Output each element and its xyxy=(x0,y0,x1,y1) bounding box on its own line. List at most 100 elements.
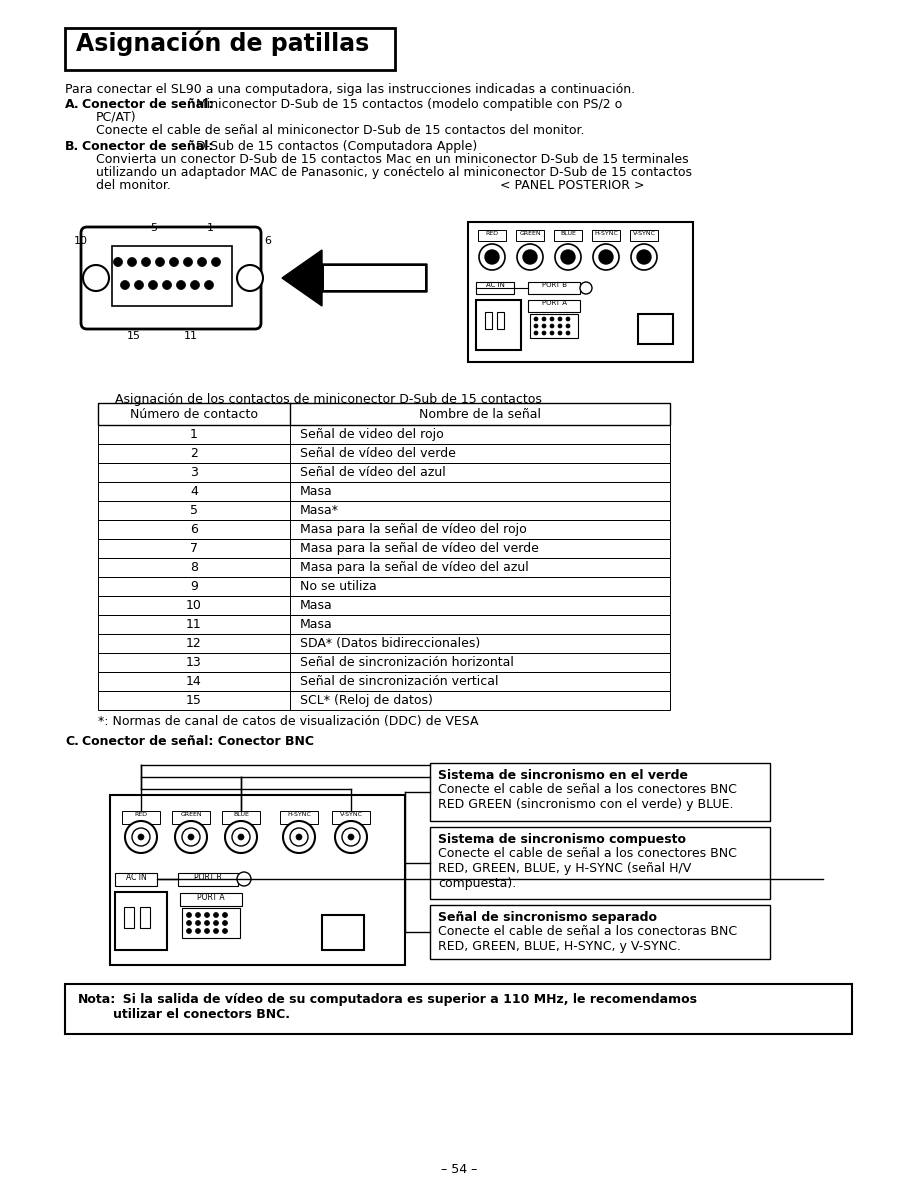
Circle shape xyxy=(637,249,651,264)
Circle shape xyxy=(196,921,200,925)
Polygon shape xyxy=(282,249,427,307)
Text: Conector de señal:: Conector de señal: xyxy=(82,97,213,110)
Circle shape xyxy=(175,821,207,853)
Text: Nota:: Nota: xyxy=(78,993,117,1006)
Text: No se utiliza: No se utiliza xyxy=(300,580,376,593)
Text: 11: 11 xyxy=(184,331,198,341)
Circle shape xyxy=(542,324,546,328)
Text: Para conectar el SL90 a una computadora, siga las instrucciones indicadas a cont: Para conectar el SL90 a una computadora,… xyxy=(65,83,635,96)
Bar xyxy=(98,653,670,672)
Circle shape xyxy=(205,921,209,925)
Bar xyxy=(516,230,544,241)
Text: BLUE: BLUE xyxy=(560,230,576,236)
Text: Señal de vídeo del verde: Señal de vídeo del verde xyxy=(300,447,456,460)
Circle shape xyxy=(214,921,218,925)
Bar xyxy=(98,691,670,710)
Text: 7: 7 xyxy=(190,542,198,555)
Bar xyxy=(528,282,580,293)
Circle shape xyxy=(114,258,122,266)
Circle shape xyxy=(296,834,302,840)
Bar xyxy=(98,615,670,634)
Text: Convierta un conector D-Sub de 15 contactos Mac en un miniconector D-Sub de 15 t: Convierta un conector D-Sub de 15 contac… xyxy=(96,153,688,166)
Text: Conector de señal:: Conector de señal: xyxy=(82,140,213,153)
Circle shape xyxy=(550,324,554,328)
Circle shape xyxy=(222,929,228,934)
Text: RED: RED xyxy=(486,230,498,236)
Circle shape xyxy=(186,912,192,917)
Circle shape xyxy=(225,821,257,853)
Bar xyxy=(478,230,506,241)
Bar xyxy=(476,282,514,293)
Circle shape xyxy=(550,317,554,321)
Bar xyxy=(592,230,620,241)
Circle shape xyxy=(120,280,129,290)
Text: 10: 10 xyxy=(186,599,202,612)
Bar xyxy=(98,539,670,558)
Text: Conector de señal: Conector BNC: Conector de señal: Conector BNC xyxy=(82,735,314,748)
Circle shape xyxy=(170,258,178,266)
Text: Conecte el cable de señal a los conectores BNC
RED GREEN (sincronismo con el ver: Conecte el cable de señal a los conector… xyxy=(438,783,737,811)
Text: Sistema de sincronismo compuesto: Sistema de sincronismo compuesto xyxy=(438,833,686,846)
Circle shape xyxy=(542,317,546,321)
Circle shape xyxy=(542,331,546,335)
Bar xyxy=(98,482,670,501)
Text: 5: 5 xyxy=(190,504,198,517)
Text: RED: RED xyxy=(135,813,148,817)
Circle shape xyxy=(290,828,308,846)
Text: Señal de video del rojo: Señal de video del rojo xyxy=(300,428,443,441)
Text: 15: 15 xyxy=(186,694,202,707)
Circle shape xyxy=(125,821,157,853)
Bar xyxy=(98,444,670,463)
Text: 1: 1 xyxy=(190,428,198,441)
Circle shape xyxy=(162,280,172,290)
Circle shape xyxy=(335,821,367,853)
Text: H-SYNC: H-SYNC xyxy=(287,813,311,817)
Text: Asignación de los contactos de miniconector D-Sub de 15 contactos: Asignación de los contactos de miniconec… xyxy=(115,393,542,406)
Circle shape xyxy=(534,324,538,328)
Circle shape xyxy=(599,249,613,264)
Text: Masa para la señal de vídeo del verde: Masa para la señal de vídeo del verde xyxy=(300,542,539,555)
Bar xyxy=(98,501,670,520)
Bar xyxy=(98,577,670,596)
Circle shape xyxy=(205,929,209,934)
Text: D-Sub de 15 contactos (Computadora Apple): D-Sub de 15 contactos (Computadora Apple… xyxy=(192,140,477,153)
Text: 5: 5 xyxy=(151,223,158,233)
Text: Conecte el cable de señal al miniconector D-Sub de 15 contactos del monitor.: Conecte el cable de señal al miniconecto… xyxy=(96,124,585,137)
Circle shape xyxy=(534,317,538,321)
Bar xyxy=(115,892,167,950)
Text: 1: 1 xyxy=(207,223,214,233)
Circle shape xyxy=(141,258,151,266)
Text: BLUE: BLUE xyxy=(233,813,249,817)
Bar xyxy=(98,634,670,653)
Bar xyxy=(110,795,405,965)
Circle shape xyxy=(558,331,562,335)
Text: utilizando un adaptador MAC de Panasonic, y conéctelo al miniconector D-Sub de 1: utilizando un adaptador MAC de Panasonic… xyxy=(96,166,692,179)
Text: 13: 13 xyxy=(186,656,202,669)
Bar xyxy=(98,520,670,539)
Text: 11: 11 xyxy=(186,618,202,631)
Circle shape xyxy=(222,912,228,917)
Circle shape xyxy=(184,258,193,266)
Bar xyxy=(497,312,504,329)
Bar xyxy=(98,672,670,691)
Circle shape xyxy=(523,249,537,264)
Text: 9: 9 xyxy=(190,580,198,593)
Text: Miniconector D-Sub de 15 contactos (modelo compatible con PS/2 o: Miniconector D-Sub de 15 contactos (mode… xyxy=(192,97,622,110)
Text: 15: 15 xyxy=(127,331,141,341)
Text: Masa: Masa xyxy=(300,599,332,612)
Circle shape xyxy=(479,244,505,270)
Text: Masa: Masa xyxy=(300,485,332,498)
Bar xyxy=(65,984,852,1034)
Bar xyxy=(476,301,521,350)
Circle shape xyxy=(550,331,554,335)
Text: 2: 2 xyxy=(190,447,198,460)
Text: PORT A: PORT A xyxy=(197,893,225,902)
Circle shape xyxy=(232,828,250,846)
Circle shape xyxy=(348,834,354,840)
Bar xyxy=(322,915,364,950)
Text: PC/AT): PC/AT) xyxy=(96,110,137,124)
Circle shape xyxy=(214,912,218,917)
Circle shape xyxy=(517,244,543,270)
Bar xyxy=(530,314,578,339)
Text: Conecte el cable de señal a los conectores BNC
RED, GREEN, BLUE, y H-SYNC (señal: Conecte el cable de señal a los conector… xyxy=(438,847,737,890)
